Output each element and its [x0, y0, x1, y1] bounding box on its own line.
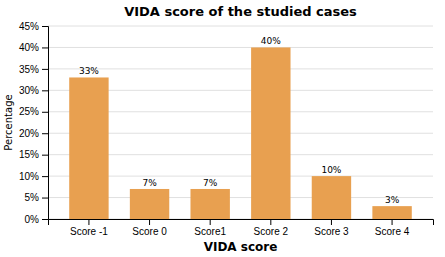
y-tick: 25% [19, 106, 48, 117]
grid-line [48, 47, 433, 48]
y-axis: 0% 5% 10% 15% 20% 25% 30% 35% 40% 45% [19, 21, 49, 225]
data-label: 3% [385, 195, 400, 205]
y-tick-mark [42, 176, 48, 177]
x-axis-line [49, 220, 434, 226]
y-tick: 30% [19, 85, 48, 96]
bar [69, 77, 108, 219]
x-tick-label: Score 2 [254, 226, 289, 237]
y-label: Percentage [3, 94, 14, 150]
x-tick: Score 0 [132, 219, 167, 237]
x-tick: Score 4 [375, 219, 410, 237]
y-tick: 35% [19, 64, 48, 75]
x-tick: Score 3 [314, 219, 349, 237]
y-tick: 10% [19, 171, 48, 182]
x-tick-label: Score 4 [375, 226, 410, 237]
data-label: 7% [203, 178, 218, 188]
y-tick-label: 15% [19, 149, 39, 160]
chart: 0%5%10%15%20%25%30%35%40%45%Score -1Scor… [0, 0, 445, 257]
y-tick-mark [42, 112, 48, 113]
x-tick-mark [270, 219, 271, 225]
bars [69, 47, 412, 219]
y-axis-line [42, 27, 49, 220]
bar [190, 189, 229, 219]
y-tick-mark [42, 155, 48, 156]
bar [312, 176, 351, 219]
bar [372, 206, 411, 219]
y-tick-label: 25% [19, 106, 39, 117]
bar [130, 189, 169, 219]
y-tick-mark [42, 47, 48, 48]
data-label: 10% [321, 165, 341, 175]
x-tick-label: Score 3 [314, 226, 349, 237]
y-tick-mark [42, 90, 48, 91]
x-tick: Score 2 [254, 219, 289, 237]
y-tick-mark [42, 219, 48, 220]
y-tick: 40% [19, 42, 48, 53]
y-tick: 20% [19, 128, 48, 139]
y-tick-label: 35% [19, 64, 39, 75]
x-tick-label: Score -1 [70, 226, 108, 237]
data-label: 40% [261, 36, 281, 46]
x-tick-mark [149, 219, 150, 225]
y-tick-label: 40% [19, 42, 39, 53]
y-tick: 45% [19, 21, 48, 32]
y-tick: 0% [25, 214, 48, 225]
x-label: VIDA score [204, 240, 278, 254]
grid [48, 26, 433, 219]
bar [251, 47, 290, 219]
x-tick-mark [331, 219, 332, 225]
grid-line [48, 26, 433, 27]
y-tick-mark [42, 69, 48, 70]
plot: 0%5%10%15%20%25%30%35%40%45%Score -1Scor… [19, 21, 434, 237]
title: VIDA score of the studied cases [124, 4, 357, 19]
grid-line [48, 68, 433, 69]
y-tick-mark [42, 26, 48, 27]
y-tick-mark [42, 198, 48, 199]
x-tick-mark [88, 219, 89, 225]
y-tick-label: 5% [25, 192, 40, 203]
y-tick-mark [42, 133, 48, 134]
y-tick: 5% [25, 192, 48, 203]
y-tick-label: 10% [19, 171, 39, 182]
x-tick: Score1 [194, 219, 226, 237]
y-tick-label: 45% [19, 21, 39, 32]
y-tick-label: 20% [19, 128, 39, 139]
data-labels: 33% 7% 7% 40% 10% 3% [79, 36, 400, 205]
x-tick: Score -1 [70, 219, 108, 237]
x-tick-mark [210, 219, 211, 225]
data-label: 7% [142, 178, 157, 188]
x-tick-label: Score1 [194, 226, 226, 237]
x-axis: Score -1 Score 0 Score1 Score 2 Score 3 Score… [49, 219, 434, 237]
y-tick: 15% [19, 149, 48, 160]
data-label: 33% [79, 66, 99, 76]
y-tick-label: 0% [25, 214, 40, 225]
x-tick-mark [392, 219, 393, 225]
x-tick-label: Score 0 [132, 226, 167, 237]
y-tick-label: 30% [19, 85, 39, 96]
